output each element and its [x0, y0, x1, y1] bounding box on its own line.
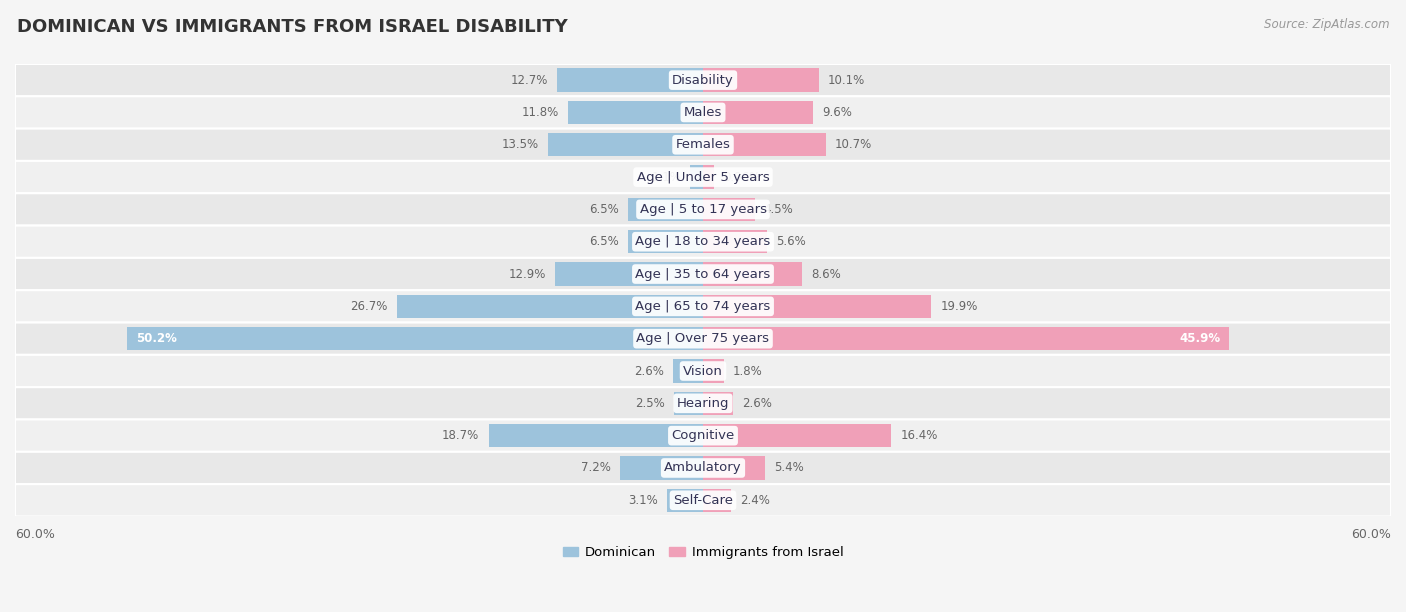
Bar — [703, 230, 768, 253]
Text: Ambulatory: Ambulatory — [664, 461, 742, 474]
Bar — [703, 133, 825, 157]
Text: 16.4%: 16.4% — [900, 429, 938, 442]
Bar — [568, 101, 703, 124]
Text: 3.1%: 3.1% — [628, 494, 658, 507]
Text: Age | Under 5 years: Age | Under 5 years — [637, 171, 769, 184]
FancyBboxPatch shape — [15, 355, 1391, 387]
FancyBboxPatch shape — [15, 323, 1391, 355]
Text: Males: Males — [683, 106, 723, 119]
Bar — [628, 198, 703, 221]
Bar — [548, 133, 703, 157]
Text: 2.6%: 2.6% — [742, 397, 772, 410]
Text: 1.1%: 1.1% — [651, 171, 682, 184]
Text: 2.4%: 2.4% — [740, 494, 769, 507]
Text: Age | 18 to 34 years: Age | 18 to 34 years — [636, 235, 770, 248]
FancyBboxPatch shape — [15, 290, 1391, 323]
Text: Self-Care: Self-Care — [673, 494, 733, 507]
Text: Source: ZipAtlas.com: Source: ZipAtlas.com — [1264, 18, 1389, 31]
Text: 4.5%: 4.5% — [763, 203, 793, 216]
Bar — [703, 359, 724, 382]
Text: 60.0%: 60.0% — [1351, 528, 1391, 541]
Text: 60.0%: 60.0% — [15, 528, 55, 541]
Text: 6.5%: 6.5% — [589, 203, 619, 216]
Bar — [488, 424, 703, 447]
FancyBboxPatch shape — [15, 387, 1391, 419]
Bar — [628, 230, 703, 253]
Bar — [703, 424, 891, 447]
Text: 18.7%: 18.7% — [441, 429, 479, 442]
Bar — [703, 488, 731, 512]
Bar — [703, 69, 818, 92]
Bar — [620, 457, 703, 480]
FancyBboxPatch shape — [15, 96, 1391, 129]
Bar — [673, 359, 703, 382]
Bar — [555, 263, 703, 286]
Bar — [703, 457, 765, 480]
Text: 45.9%: 45.9% — [1180, 332, 1220, 345]
Text: 50.2%: 50.2% — [136, 332, 177, 345]
FancyBboxPatch shape — [15, 452, 1391, 484]
Bar — [675, 392, 703, 415]
Text: Disability: Disability — [672, 73, 734, 87]
Text: Hearing: Hearing — [676, 397, 730, 410]
Text: 10.7%: 10.7% — [835, 138, 872, 151]
Bar — [396, 295, 703, 318]
Bar — [668, 488, 703, 512]
Text: 9.6%: 9.6% — [823, 106, 852, 119]
Text: Age | 65 to 74 years: Age | 65 to 74 years — [636, 300, 770, 313]
Text: 1.8%: 1.8% — [733, 365, 762, 378]
Text: Age | 5 to 17 years: Age | 5 to 17 years — [640, 203, 766, 216]
Text: 2.6%: 2.6% — [634, 365, 664, 378]
FancyBboxPatch shape — [15, 161, 1391, 193]
Text: 19.9%: 19.9% — [941, 300, 977, 313]
Text: Females: Females — [675, 138, 731, 151]
Bar — [557, 69, 703, 92]
Text: 6.5%: 6.5% — [589, 235, 619, 248]
Text: 7.2%: 7.2% — [582, 461, 612, 474]
Text: 13.5%: 13.5% — [502, 138, 538, 151]
FancyBboxPatch shape — [15, 419, 1391, 452]
FancyBboxPatch shape — [15, 129, 1391, 161]
Bar — [128, 327, 703, 350]
Text: 11.8%: 11.8% — [522, 106, 558, 119]
Text: 12.7%: 12.7% — [510, 73, 548, 87]
Text: 8.6%: 8.6% — [811, 267, 841, 280]
Text: Age | 35 to 64 years: Age | 35 to 64 years — [636, 267, 770, 280]
Bar — [703, 263, 801, 286]
FancyBboxPatch shape — [15, 226, 1391, 258]
Text: 10.1%: 10.1% — [828, 73, 865, 87]
Text: 2.5%: 2.5% — [636, 397, 665, 410]
Bar — [703, 295, 931, 318]
Bar — [703, 392, 733, 415]
Bar — [703, 198, 755, 221]
FancyBboxPatch shape — [15, 258, 1391, 290]
Text: Cognitive: Cognitive — [672, 429, 734, 442]
Text: Vision: Vision — [683, 365, 723, 378]
Legend: Dominican, Immigrants from Israel: Dominican, Immigrants from Israel — [557, 540, 849, 564]
Text: 5.6%: 5.6% — [776, 235, 806, 248]
Bar — [690, 165, 703, 188]
Text: 26.7%: 26.7% — [350, 300, 388, 313]
Text: Age | Over 75 years: Age | Over 75 years — [637, 332, 769, 345]
Text: DOMINICAN VS IMMIGRANTS FROM ISRAEL DISABILITY: DOMINICAN VS IMMIGRANTS FROM ISRAEL DISA… — [17, 18, 568, 36]
Text: 12.9%: 12.9% — [509, 267, 546, 280]
Bar — [703, 165, 714, 188]
FancyBboxPatch shape — [15, 193, 1391, 226]
Text: 0.96%: 0.96% — [723, 171, 761, 184]
Bar — [703, 327, 1229, 350]
FancyBboxPatch shape — [15, 64, 1391, 96]
FancyBboxPatch shape — [15, 484, 1391, 517]
Bar — [703, 101, 813, 124]
Text: 5.4%: 5.4% — [775, 461, 804, 474]
